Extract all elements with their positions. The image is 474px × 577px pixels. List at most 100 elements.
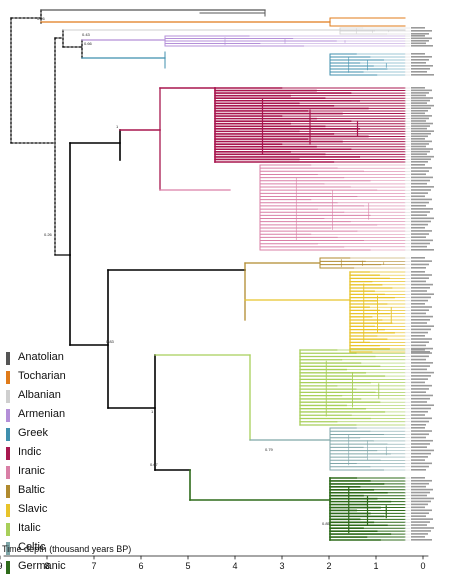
tip-label	[411, 94, 426, 97]
tip-label	[411, 452, 431, 455]
node-support-label: 0.67	[150, 462, 159, 467]
tip-label	[411, 410, 428, 413]
x-axis-tick-label: 7	[91, 561, 96, 571]
tip-label	[411, 494, 427, 497]
tip-label	[411, 208, 433, 210]
tip-label	[411, 173, 426, 176]
tip-label	[411, 35, 425, 37]
tip-label	[411, 358, 426, 361]
tip-label	[411, 391, 426, 393]
tip-label	[411, 37, 432, 40]
x-axis-tick-label: 4	[232, 561, 237, 571]
node-support-label: 0.83	[106, 339, 115, 344]
tip-label	[411, 384, 432, 387]
tip-label	[411, 143, 429, 145]
tip-label	[411, 488, 433, 491]
tip-label	[411, 417, 432, 420]
tip-label	[411, 424, 426, 426]
tip-label	[411, 420, 429, 423]
tip-label	[411, 217, 434, 220]
tip-label	[411, 293, 434, 295]
tip-label	[411, 509, 432, 512]
tip-label	[411, 211, 430, 213]
tip-label	[411, 40, 429, 42]
tip-label	[411, 45, 433, 47]
tip-label	[411, 260, 432, 262]
tip-label	[411, 312, 426, 315]
tip-label	[411, 527, 434, 529]
tip-label	[411, 89, 432, 92]
legend-swatch	[6, 485, 10, 498]
tip-label	[411, 161, 428, 163]
tip-label	[411, 536, 425, 538]
legend-label: Baltic	[18, 484, 45, 496]
tip-label	[411, 102, 427, 104]
legend-swatch	[6, 390, 10, 403]
tip-label	[411, 341, 429, 343]
legend-label: Italic	[18, 522, 41, 534]
tip-label	[411, 506, 425, 509]
tip-label	[411, 280, 426, 283]
tip-label	[411, 394, 433, 397]
tip-label	[411, 132, 431, 135]
tip-label	[411, 164, 425, 166]
tip-label	[411, 223, 428, 226]
node-support-label: 0.66	[84, 41, 93, 46]
tip-label	[411, 325, 434, 327]
legend-label: Indic	[18, 446, 42, 458]
tip-label	[411, 104, 434, 107]
tip-label	[411, 306, 432, 308]
tip-label	[411, 170, 429, 172]
tip-label	[411, 533, 428, 535]
tip-label	[411, 322, 427, 324]
tip-label	[411, 120, 426, 122]
tip-label	[411, 249, 434, 251]
tip-label	[411, 512, 429, 515]
tip-label	[411, 477, 425, 479]
tip-label	[411, 309, 429, 311]
node-support-label: 1	[116, 124, 119, 129]
tip-label	[411, 27, 425, 29]
tip-label	[411, 138, 425, 140]
tip-label	[411, 459, 425, 461]
tip-label	[411, 56, 432, 58]
legend-label: Celtic	[18, 541, 46, 553]
legend-swatch	[6, 371, 10, 384]
tip-label	[411, 115, 432, 117]
tip-label	[411, 355, 429, 358]
node-support-label: 0.26	[44, 232, 53, 237]
tip-label	[411, 469, 426, 471]
tip-label	[411, 414, 425, 416]
tip-label	[411, 87, 425, 89]
tip-label	[411, 127, 427, 130]
node-support-label: 1	[151, 409, 154, 414]
tip-label	[411, 335, 425, 337]
legend-label: Slavic	[18, 503, 48, 515]
tip-label	[411, 214, 427, 216]
tip-label	[411, 135, 428, 138]
tip-label	[411, 267, 426, 269]
x-axis-tick-label: 6	[138, 561, 143, 571]
tip-label	[411, 277, 429, 279]
node-support-label: 0.26	[37, 16, 46, 21]
tip-label	[411, 283, 433, 286]
tip-label	[411, 192, 428, 194]
node-support-label: 0.79	[265, 447, 274, 452]
tip-label	[411, 362, 433, 364]
tip-label	[411, 71, 427, 73]
tip-label	[411, 521, 430, 523]
legend-swatch	[6, 447, 10, 460]
legend-label: Greek	[18, 427, 48, 439]
tip-label	[411, 97, 433, 99]
tip-label	[411, 497, 434, 500]
tip-label	[411, 539, 432, 541]
tip-label	[411, 179, 430, 182]
tip-label	[411, 140, 432, 143]
tip-label	[411, 368, 427, 371]
tip-label	[411, 42, 426, 45]
tip-label	[411, 351, 430, 353]
tip-label	[411, 446, 427, 448]
tip-label	[411, 381, 425, 384]
tip-label	[411, 349, 425, 351]
legend-label: Anatolian	[18, 351, 64, 363]
